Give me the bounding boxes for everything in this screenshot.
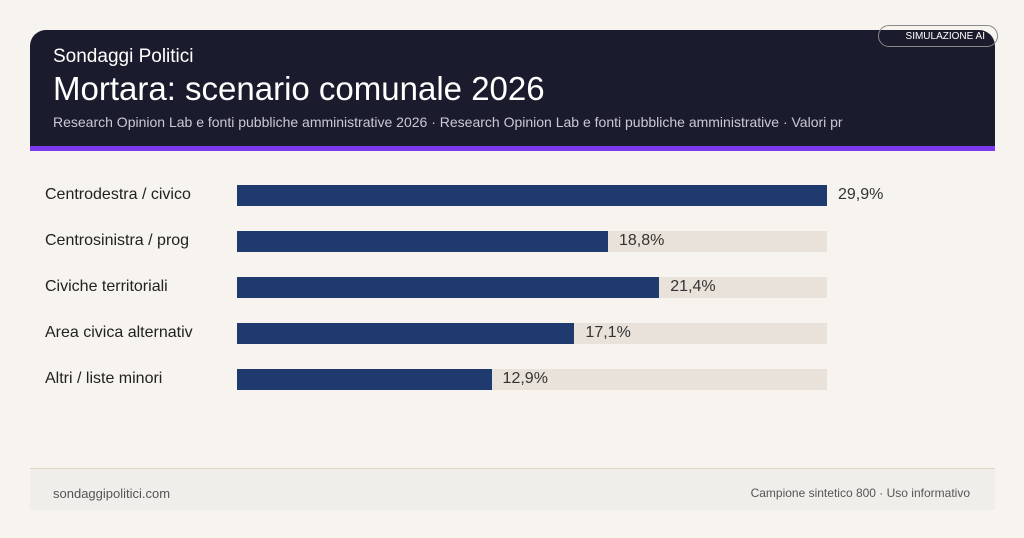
footer-note: Campione sintetico 800 · Uso informativo — [750, 486, 970, 500]
category-label: Altri / liste minori — [45, 370, 163, 387]
subtitle: Research Opinion Lab e fonti pubbliche a… — [53, 114, 843, 130]
accent-divider — [30, 146, 995, 151]
value-label: 29,9% — [838, 186, 884, 203]
bar-row: Altri / liste minori 12,9% — [0, 367, 1024, 390]
simulation-badge: SIMULAZIONE AI — [878, 25, 998, 47]
category-label: Area civica alternativ — [45, 324, 193, 341]
value-label: 21,4% — [670, 278, 716, 295]
bar — [237, 369, 492, 390]
category-label: Civiche territoriali — [45, 278, 168, 295]
bar — [237, 323, 575, 344]
bar-row: Centrodestra / civico 29,9% — [0, 183, 1024, 206]
value-label: 18,8% — [618, 232, 665, 249]
value-label: 12,9% — [502, 370, 548, 387]
bar — [237, 231, 608, 252]
category-label: Centrosinistra / prog — [45, 232, 190, 249]
value-label: 17,1% — [585, 324, 631, 341]
footer-site: sondaggipolitici.com — [53, 486, 171, 501]
bar-row: Civiche territoriali 21,4% — [0, 275, 1024, 298]
footer: sondaggipolitici.com Campione sintetico … — [30, 468, 995, 510]
bar-row: Area civica alternativ 17,1% — [0, 321, 1024, 344]
bar-row: Centrosinistra / prog 18,8% — [0, 229, 1024, 252]
bar — [237, 277, 660, 298]
category-label: Centrodestra / civico — [45, 186, 191, 203]
header: Sondaggi Politici Mortara: scenario comu… — [30, 30, 995, 146]
bar — [237, 185, 827, 206]
page-title: Mortara: scenario comunale 2026 — [53, 70, 545, 107]
brand-name: Sondaggi Politici — [53, 46, 194, 67]
